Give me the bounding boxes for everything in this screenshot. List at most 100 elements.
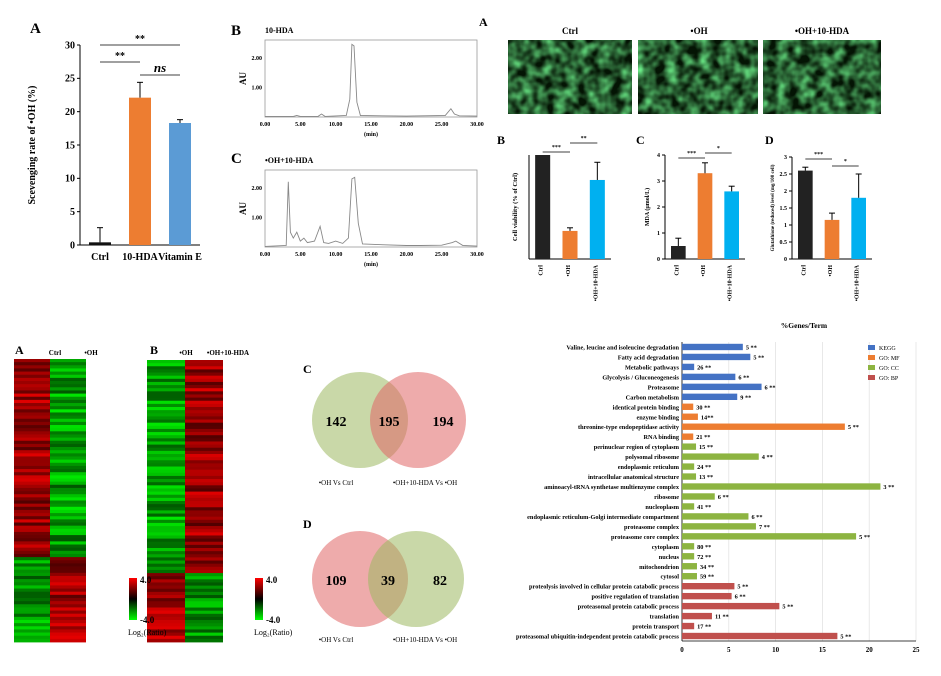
heatRight-cell [185,629,223,633]
heatLeft-cell [14,509,50,514]
heatRight-cell [147,457,185,461]
gsh-y-tick-label: 0 [784,257,787,263]
heatLeft-cell [14,566,50,571]
go-count-label: 21 ** [696,434,710,441]
mda-category-label: •OH [701,265,707,277]
hplc2-x-tick-label: 10.00 [329,252,343,258]
heatRight-cell [185,544,223,549]
scav-significance-label: ns [154,60,166,75]
heatRight-cell [185,519,223,524]
go-term-label: Metabolic pathways [625,364,680,371]
heatRight-cell [147,522,185,527]
go-bar [682,622,695,630]
heatLeft-cell [50,365,86,369]
viab-bar [535,155,551,259]
panel-label-hplc2: C [231,151,242,167]
go-x-tick-label: 15 [819,646,827,654]
heatLeft-cell [14,377,50,382]
heatLeft-cell [14,503,50,508]
mda-bar [724,191,739,259]
micro-image-oh-hda [763,40,881,114]
go-count-label: 5 ** [737,584,748,591]
heatRight-cell [185,438,223,442]
go-term-label: identical protein binding [613,404,680,411]
heatRight-cell [147,532,185,536]
mda-category-label: Ctrl [674,265,680,276]
heatLeft-cell [14,475,50,479]
heatLeft-cell [14,513,50,517]
heatLeft-cell [14,522,50,527]
heatRight-cell [185,569,223,574]
heatLeft-cell [50,588,86,593]
heatRight-cell [147,563,185,568]
scav-category-label: 10-HDA [122,252,158,263]
heatLeft-cell [14,469,50,473]
heatRight-cell [147,438,185,442]
viab-category-label: Ctrl [539,265,545,276]
gsh-category-label: •OH+10-HDA [855,264,861,301]
go-bar [682,363,695,371]
heatLeft-cell [14,443,50,448]
scav-bar [169,123,191,245]
heatLeft-cell [50,371,86,376]
heatRight-cell [185,532,223,536]
hplc1-trace [265,43,478,117]
viab-bar [589,179,605,259]
heatRight-cell [147,554,185,558]
heatLeft-cell [50,575,86,580]
venn-c-right-count: 194 [433,415,454,430]
heatLeft-cell [50,638,86,643]
go-bar [682,453,759,460]
heatRight-cell [147,569,185,574]
heatLeft-cell [50,516,86,520]
heatRight-cell [185,632,223,637]
heatRight-cell [185,454,223,458]
heatLeft-cell [14,632,50,637]
heatRight-cell [185,554,223,558]
heatRight-cell [147,372,185,377]
heatRight-cell [185,504,223,508]
heatRight-cell [147,391,185,395]
gsh-y-tick-label: 2 [784,189,787,195]
heatLeft-cell [50,475,86,479]
heatRight-cell [147,463,185,467]
heatLeft-cell [50,437,86,442]
micro-title-oh: •OH [690,26,707,36]
go-bar [682,533,857,540]
heatRight-cell [185,419,223,424]
heatRight-cell [185,375,223,380]
micro-image-oh [638,40,758,114]
heatmap-right [147,360,223,643]
heatRight-cell [147,519,185,524]
gsh-bar [798,170,813,259]
hplc1-x-tick-label: 5.00 [295,122,306,128]
heatLeft-cell [14,547,50,552]
heatRight-cell [185,441,223,445]
heatLeft-cell [14,491,50,495]
hplc1-x-tick-label: 10.00 [329,122,343,128]
heatLeft-cell [50,635,86,640]
heatRight-cell [185,588,223,593]
heatLeft-cell [50,538,86,542]
heatRight-cell [185,529,223,533]
heatRight-cell [147,475,185,480]
panel-label-viab: B [497,133,505,147]
heatRight-cell [147,529,185,533]
heatLeft-cell [50,610,86,615]
heatLeft-cell [50,626,86,630]
mda-category-label: •OH+10-HDA [728,264,734,301]
heatLeft-cell [50,623,86,627]
hplc2-x-tick-label: 0.00 [260,252,271,258]
scav-y-tick-label: 5 [70,207,75,218]
heatRight-cell [185,435,223,439]
heatLeft-cell [50,453,86,457]
heatRight-cell [147,576,185,580]
heatRight-cell [147,485,185,489]
heatLeft-cell [14,478,50,483]
heatLeft-cell [14,557,50,561]
heatRight-cell [147,535,185,539]
heatRight-cell [185,482,223,486]
heatLeft-cell [14,563,50,567]
mda-y-axis-label: MDA (μmol/L) [644,188,651,226]
heatRight-cell [147,397,185,402]
